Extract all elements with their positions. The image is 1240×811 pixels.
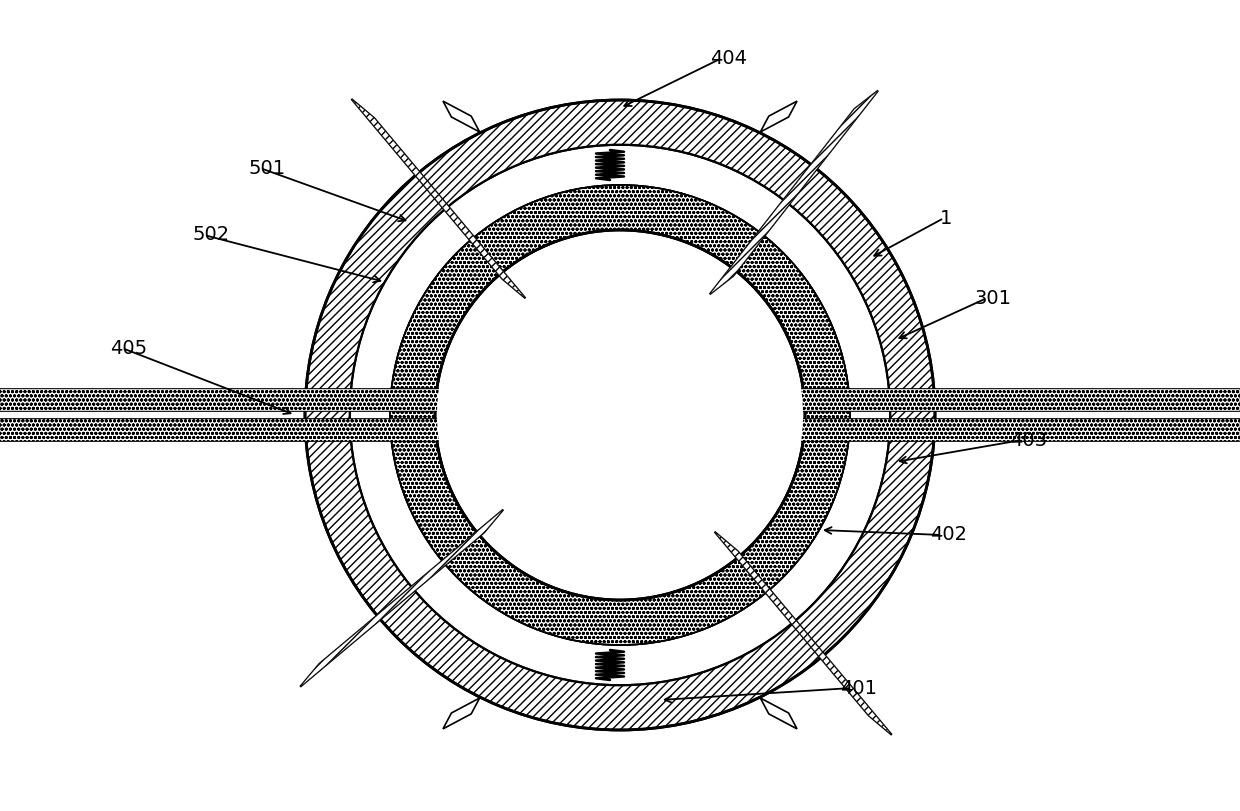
Bar	[797, 389, 1240, 411]
Bar	[797, 419, 1240, 441]
Bar	[0, 419, 443, 441]
Polygon shape	[443, 698, 480, 729]
Bar	[0, 389, 443, 411]
Circle shape	[435, 230, 805, 600]
Polygon shape	[443, 101, 480, 132]
Polygon shape	[300, 509, 503, 687]
Polygon shape	[300, 509, 503, 687]
Bar	[0, 389, 443, 411]
Wedge shape	[391, 185, 849, 645]
Text: 404: 404	[711, 49, 746, 67]
Polygon shape	[351, 99, 526, 298]
Text: 401: 401	[839, 679, 877, 697]
Bar	[797, 389, 1240, 411]
Text: 502: 502	[192, 225, 229, 244]
Text: 405: 405	[110, 338, 148, 358]
Text: 501: 501	[248, 158, 285, 178]
Polygon shape	[714, 532, 892, 735]
Bar	[797, 419, 1240, 441]
Polygon shape	[714, 532, 892, 735]
Polygon shape	[351, 99, 526, 298]
Text: 301: 301	[975, 289, 1012, 307]
Polygon shape	[760, 698, 797, 729]
Text: 402: 402	[930, 526, 967, 544]
Circle shape	[436, 232, 804, 598]
Bar	[0, 419, 443, 441]
Text: 403: 403	[1011, 431, 1047, 449]
Polygon shape	[709, 91, 878, 294]
Polygon shape	[709, 91, 878, 294]
Polygon shape	[760, 101, 797, 132]
Wedge shape	[305, 100, 935, 730]
Text: 1: 1	[940, 208, 952, 228]
Wedge shape	[350, 145, 890, 685]
